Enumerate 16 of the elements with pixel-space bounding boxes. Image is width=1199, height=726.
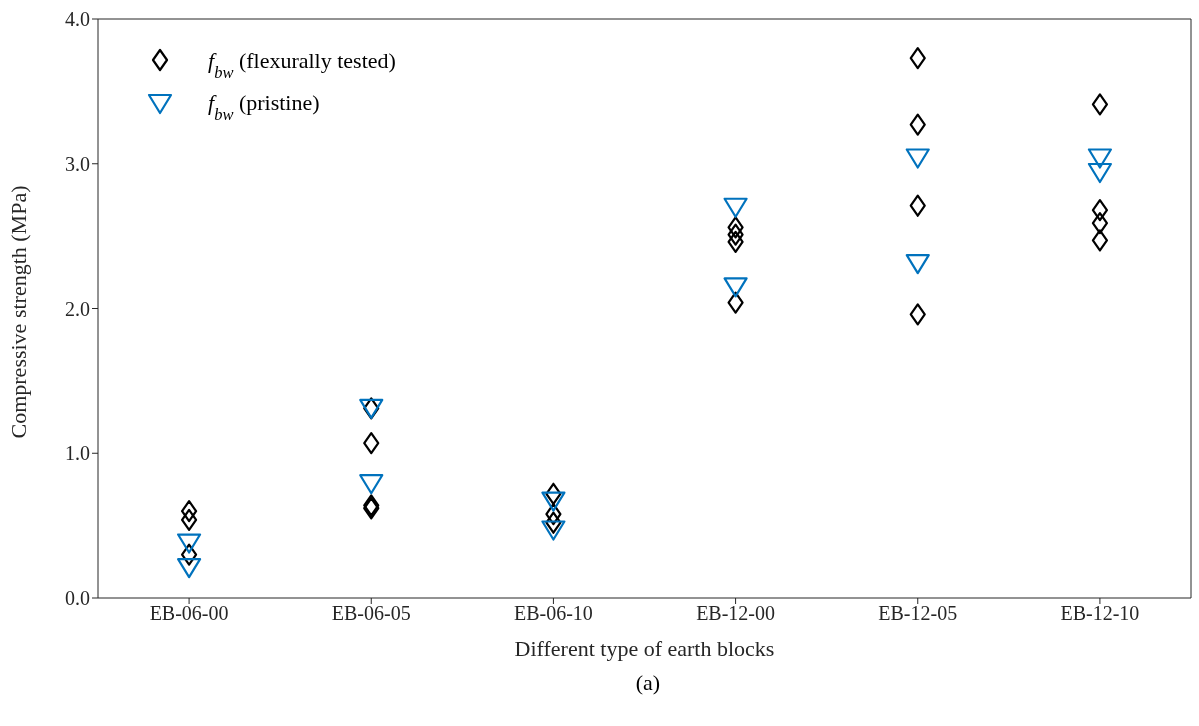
legend-label: f$_{bw}$ (pristine) bbox=[208, 90, 320, 124]
y-tick-label: 0.0 bbox=[65, 587, 90, 610]
x-tick-label: EB-12-05 bbox=[878, 602, 958, 625]
text: (a) bbox=[634, 670, 662, 696]
x-axis-title: Different type of earth blocks bbox=[514, 636, 775, 661]
y-tick-label: 1.0 bbox=[65, 442, 90, 465]
x-tick-label: EB-06-05 bbox=[331, 602, 411, 625]
y-tick-label: 2.0 bbox=[65, 297, 90, 320]
y-axis-title: Compressive strength (MPa) bbox=[5, 185, 31, 439]
x-tick-label: EB-06-00 bbox=[149, 602, 229, 625]
x-tick-label: EB-12-00 bbox=[696, 602, 776, 625]
x-tick-label: EB-06-10 bbox=[513, 602, 593, 625]
x-tick-label: EB-12-10 bbox=[1060, 602, 1140, 625]
y-tick-label: 3.0 bbox=[65, 152, 90, 175]
legend-label: f$_{bw}$ (flexurally tested) bbox=[208, 48, 396, 82]
y-tick-label: 4.0 bbox=[65, 8, 90, 31]
